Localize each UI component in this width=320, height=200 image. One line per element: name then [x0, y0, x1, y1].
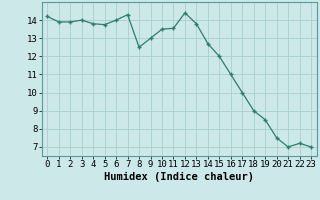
X-axis label: Humidex (Indice chaleur): Humidex (Indice chaleur)	[104, 172, 254, 182]
